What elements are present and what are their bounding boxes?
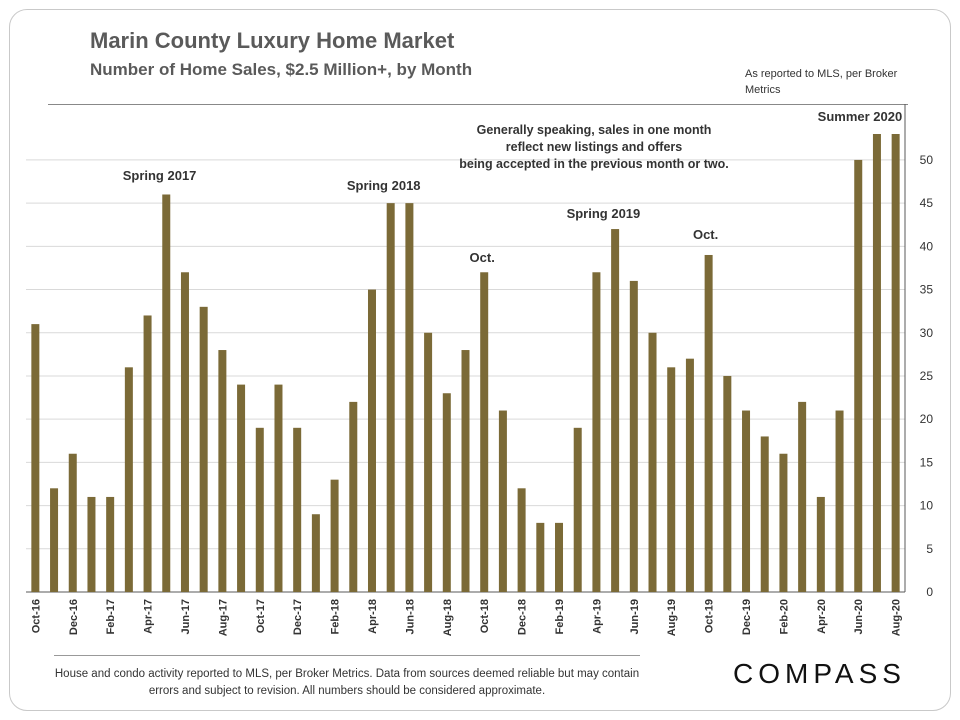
- x-tick-label: Jun-17: [180, 599, 192, 634]
- bar: [162, 194, 171, 592]
- x-tick-label: Apr-20: [816, 599, 828, 634]
- x-tick-label: Oct-19: [704, 599, 716, 633]
- x-tick-label: Feb-17: [105, 599, 117, 634]
- bar: [199, 306, 208, 592]
- chart-subtitle: Number of Home Sales, $2.5 Million+, by …: [90, 60, 473, 79]
- x-tick-label: Aug-17: [217, 599, 229, 636]
- x-tick-label: Oct-16: [30, 599, 42, 633]
- bar: [68, 453, 77, 592]
- x-tick-label: Jun-20: [853, 599, 865, 634]
- bar: [50, 488, 59, 592]
- annotation-label: Oct.: [470, 250, 495, 265]
- bar: [367, 289, 376, 592]
- y-tick-label: 45: [920, 196, 934, 210]
- x-tick-label: Apr-18: [367, 599, 379, 634]
- x-tick-label: Apr-17: [143, 599, 155, 634]
- bar: [667, 367, 676, 592]
- annotation-label: Spring 2018: [347, 178, 421, 193]
- bar: [461, 350, 470, 592]
- annotation-label: Spring 2017: [123, 168, 197, 183]
- bar: [274, 384, 283, 592]
- bar: [330, 479, 339, 592]
- y-tick-label: 15: [920, 455, 934, 469]
- bar: [685, 358, 694, 592]
- annotation-label: Oct.: [693, 227, 718, 242]
- bar: [573, 427, 582, 592]
- x-tick-label: Aug-19: [666, 599, 678, 636]
- y-tick-label: 0: [926, 585, 933, 599]
- y-tick-label: 25: [920, 369, 934, 383]
- y-tick-label: 5: [926, 542, 933, 556]
- y-tick-label: 30: [920, 326, 934, 340]
- bar: [704, 254, 713, 592]
- bar: [592, 272, 601, 592]
- annotation-label: Summer 2020: [818, 109, 903, 124]
- bar: [517, 488, 526, 592]
- y-tick-label: 35: [920, 283, 934, 297]
- x-tick-label: Feb-18: [330, 599, 342, 634]
- y-tick-label: 10: [920, 499, 934, 513]
- bar: [854, 159, 863, 592]
- bar: [835, 410, 844, 592]
- bar: [779, 453, 788, 592]
- bar: [106, 496, 115, 592]
- x-tick-label: Jun-19: [629, 599, 641, 634]
- y-tick-label: 50: [920, 153, 934, 167]
- title-divider: [48, 104, 908, 105]
- bar: [31, 324, 40, 592]
- bar: [255, 427, 264, 592]
- bar: [648, 332, 657, 592]
- compass-logo: COMPASS: [733, 658, 906, 689]
- y-tick-label: 40: [920, 239, 934, 253]
- bar: [611, 229, 620, 592]
- bar: [872, 134, 881, 592]
- bar: [442, 393, 451, 592]
- x-tick-label: Apr-19: [591, 599, 603, 634]
- annotation-note: Generally speaking, sales in one month re…: [459, 123, 728, 171]
- bar: [760, 436, 769, 592]
- bar: [742, 410, 751, 592]
- x-tick-label: Dec-19: [741, 599, 753, 635]
- bar: [311, 514, 320, 592]
- chart-title: Marin County Luxury Home Market: [90, 28, 455, 53]
- footnote: House and condo activity reported to MLS…: [54, 668, 640, 697]
- x-tick-label: Dec-16: [68, 599, 80, 635]
- x-tick-label: Dec-17: [292, 599, 304, 635]
- bar: [386, 203, 395, 592]
- bar: [480, 272, 489, 592]
- source-note: As reported to MLS, per Broker Metrics: [745, 68, 898, 96]
- x-tick-label: Feb-19: [554, 599, 566, 634]
- bar: [237, 384, 246, 592]
- y-tick-label: 20: [920, 412, 934, 426]
- x-tick-label: Jun-18: [404, 599, 416, 634]
- annotation-label: Spring 2019: [567, 206, 641, 221]
- bar: [555, 522, 564, 592]
- footnote-divider: [54, 655, 640, 656]
- bar: [816, 496, 825, 592]
- bar: [218, 350, 227, 592]
- bar: [293, 427, 302, 592]
- bar: [349, 401, 358, 592]
- bar: [723, 375, 732, 592]
- bar: [405, 203, 414, 592]
- x-tick-label: Oct-18: [479, 599, 491, 633]
- bar: [180, 272, 189, 592]
- bar: [891, 134, 900, 592]
- x-tick-label: Feb-20: [778, 599, 790, 634]
- bar: [498, 410, 507, 592]
- bar: [629, 280, 638, 592]
- x-tick-label: Oct-17: [255, 599, 267, 633]
- bar: [424, 332, 433, 592]
- bar: [798, 401, 807, 592]
- bar: [124, 367, 133, 592]
- bar: [87, 496, 96, 592]
- x-tick-label: Aug-20: [891, 599, 903, 636]
- x-tick-label: Aug-18: [442, 599, 454, 636]
- bar: [143, 315, 152, 592]
- bar: [536, 522, 545, 592]
- x-tick-label: Dec-18: [517, 599, 529, 635]
